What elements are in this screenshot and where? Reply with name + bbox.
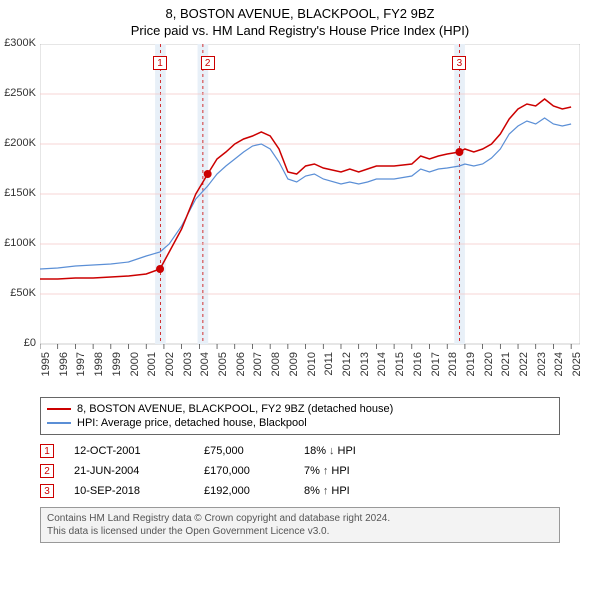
event-diff-suffix: HPI (331, 465, 349, 477)
legend-swatch (47, 422, 71, 424)
y-tick-label: £150K (0, 187, 36, 199)
title-subtitle: Price paid vs. HM Land Registry's House … (0, 21, 600, 44)
x-tick-label: 2022 (518, 352, 530, 382)
legend-row: 8, BOSTON AVENUE, BLACKPOOL, FY2 9BZ (de… (47, 402, 553, 416)
footer-line1: Contains HM Land Registry data © Crown c… (47, 512, 553, 525)
x-tick-label: 2025 (571, 352, 583, 382)
event-diff-pct: 18% (304, 445, 326, 457)
chart-container: 8, BOSTON AVENUE, BLACKPOOL, FY2 9BZ Pri… (0, 0, 600, 590)
x-tick-label: 2021 (500, 352, 512, 382)
event-price: £192,000 (204, 485, 304, 497)
x-tick-label: 1997 (75, 352, 87, 382)
y-tick-label: £250K (0, 87, 36, 99)
x-tick-label: 1996 (58, 352, 70, 382)
x-tick-label: 2001 (146, 352, 158, 382)
legend-row: HPI: Average price, detached house, Blac… (47, 416, 553, 430)
x-tick-label: 2008 (270, 352, 282, 382)
event-diff-suffix: HPI (331, 485, 349, 497)
x-tick-label: 2000 (129, 352, 141, 382)
event-price: £75,000 (204, 445, 304, 457)
footer-attribution: Contains HM Land Registry data © Crown c… (40, 507, 560, 543)
x-tick-label: 2020 (483, 352, 495, 382)
event-marker-icon: 3 (40, 484, 54, 498)
event-diff: 8%↑HPI (304, 485, 350, 497)
chart-svg (40, 44, 580, 369)
title-address: 8, BOSTON AVENUE, BLACKPOOL, FY2 9BZ (0, 0, 600, 21)
event-date: 10-SEP-2018 (74, 485, 204, 497)
x-tick-label: 2023 (536, 352, 548, 382)
x-tick-label: 2016 (412, 352, 424, 382)
y-tick-label: £50K (0, 287, 36, 299)
x-tick-label: 2011 (323, 352, 335, 382)
event-row: 3 10-SEP-2018£192,0008%↑HPI (40, 481, 560, 501)
marker-2: 2 (201, 56, 215, 70)
event-diff: 18%↓HPI (304, 445, 356, 457)
y-tick-label: £200K (0, 137, 36, 149)
x-tick-label: 2018 (447, 352, 459, 382)
event-diff-suffix: HPI (338, 445, 356, 457)
event-diff-pct: 7% (304, 465, 320, 477)
x-tick-label: 2005 (217, 352, 229, 382)
event-diff-pct: 8% (304, 485, 320, 497)
x-tick-label: 2003 (182, 352, 194, 382)
footer-line2: This data is licensed under the Open Gov… (47, 525, 553, 538)
events-table: 112-OCT-2001£75,00018%↓HPI221-JUN-2004£1… (40, 441, 560, 501)
x-tick-label: 1998 (93, 352, 105, 382)
x-tick-label: 2010 (306, 352, 318, 382)
chart-area: 123£0£50K£100K£150K£200K£250K£300K199519… (40, 44, 600, 389)
event-date: 12-OCT-2001 (74, 445, 204, 457)
marker-1: 1 (153, 56, 167, 70)
x-tick-label: 2015 (394, 352, 406, 382)
event-price: £170,000 (204, 465, 304, 477)
legend-swatch (47, 408, 71, 410)
event-date: 21-JUN-2004 (74, 465, 204, 477)
x-tick-label: 2006 (235, 352, 247, 382)
x-tick-label: 2007 (252, 352, 264, 382)
arrow-up-icon: ↑ (323, 465, 329, 477)
y-tick-label: £0 (0, 337, 36, 349)
legend-label: 8, BOSTON AVENUE, BLACKPOOL, FY2 9BZ (de… (77, 403, 393, 415)
event-diff: 7%↑HPI (304, 465, 350, 477)
marker-3: 3 (452, 56, 466, 70)
x-tick-label: 2012 (341, 352, 353, 382)
x-tick-label: 1995 (40, 352, 52, 382)
x-tick-label: 2014 (376, 352, 388, 382)
event-marker-icon: 2 (40, 464, 54, 478)
x-tick-label: 2002 (164, 352, 176, 382)
event-marker-icon: 1 (40, 444, 54, 458)
legend-label: HPI: Average price, detached house, Blac… (77, 417, 307, 429)
event-row: 1 12-OCT-2001£75,00018%↓HPI (40, 441, 560, 461)
arrow-down-icon: ↓ (329, 445, 335, 457)
y-tick-label: £100K (0, 237, 36, 249)
x-tick-label: 2024 (553, 352, 565, 382)
event-row: 2 21-JUN-2004£170,0007%↑HPI (40, 461, 560, 481)
x-tick-label: 2013 (359, 352, 371, 382)
x-tick-label: 2019 (465, 352, 477, 382)
y-tick-label: £300K (0, 37, 36, 49)
x-tick-label: 2009 (288, 352, 300, 382)
x-tick-label: 2017 (430, 352, 442, 382)
arrow-up-icon: ↑ (323, 485, 329, 497)
x-tick-label: 1999 (111, 352, 123, 382)
legend: 8, BOSTON AVENUE, BLACKPOOL, FY2 9BZ (de… (40, 397, 560, 435)
x-tick-label: 2004 (199, 352, 211, 382)
